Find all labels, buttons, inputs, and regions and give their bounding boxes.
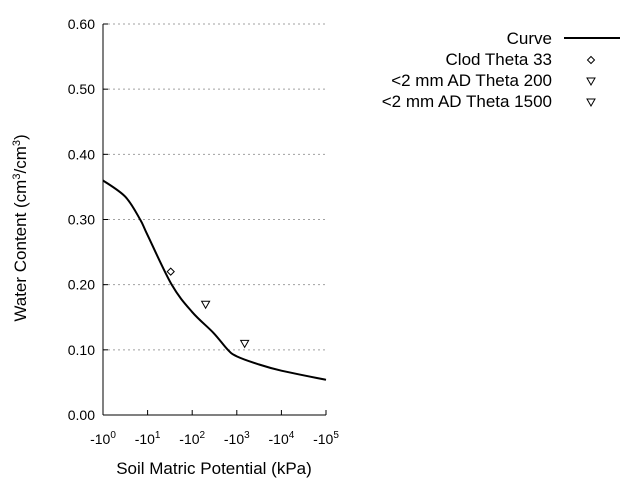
- x-tick-label: -101: [135, 430, 161, 447]
- x-tick-label: -105: [313, 430, 339, 447]
- x-tick-labels: -100 -101 -102 -103 -104 -105: [90, 430, 339, 447]
- curve-line: [102, 179, 327, 381]
- legend-label: Clod Theta 33: [446, 50, 552, 69]
- legend-diamond-swatch: [586, 55, 596, 65]
- y-tick-label: 0.00: [68, 407, 95, 423]
- y-tick-label: 0.50: [68, 81, 95, 97]
- triangle-down-point: [239, 339, 250, 349]
- y-tick-label: 0.20: [68, 277, 95, 293]
- y-tick-label: 0.30: [68, 212, 95, 228]
- y-tick-label: 0.40: [68, 146, 95, 162]
- axes: [102, 23, 327, 416]
- y-tick-label: 0.60: [68, 16, 95, 32]
- legend-triangle-down-swatch: [586, 77, 596, 87]
- y-axis-title: Water Content (cm3/cm3): [11, 134, 30, 321]
- x-tick-label: -100: [90, 430, 116, 447]
- x-tick-label: -102: [179, 430, 205, 447]
- x-tick-label: -103: [224, 430, 250, 447]
- y-tick-label: 0.10: [68, 342, 95, 358]
- legend-label: <2 mm AD Theta 1500: [382, 92, 552, 111]
- x-tick-label: -104: [269, 430, 295, 447]
- legend-triangle-down-swatch: [586, 98, 596, 108]
- legend-label: Curve: [507, 29, 552, 48]
- diamond-point: [166, 267, 175, 276]
- triangle-down-point: [200, 300, 211, 310]
- gridlines: [103, 23, 326, 351]
- legend: Curve Clod Theta 33 <2 mm AD Theta 200 <2 m…: [382, 29, 620, 111]
- y-tick-labels: 0.00 0.10 0.20 0.30 0.40 0.50 0.60: [68, 16, 95, 423]
- x-axis-title: Soil Matric Potential (kPa): [116, 459, 312, 478]
- legend-label: <2 mm AD Theta 200: [391, 71, 552, 90]
- data-marks: [102, 179, 327, 381]
